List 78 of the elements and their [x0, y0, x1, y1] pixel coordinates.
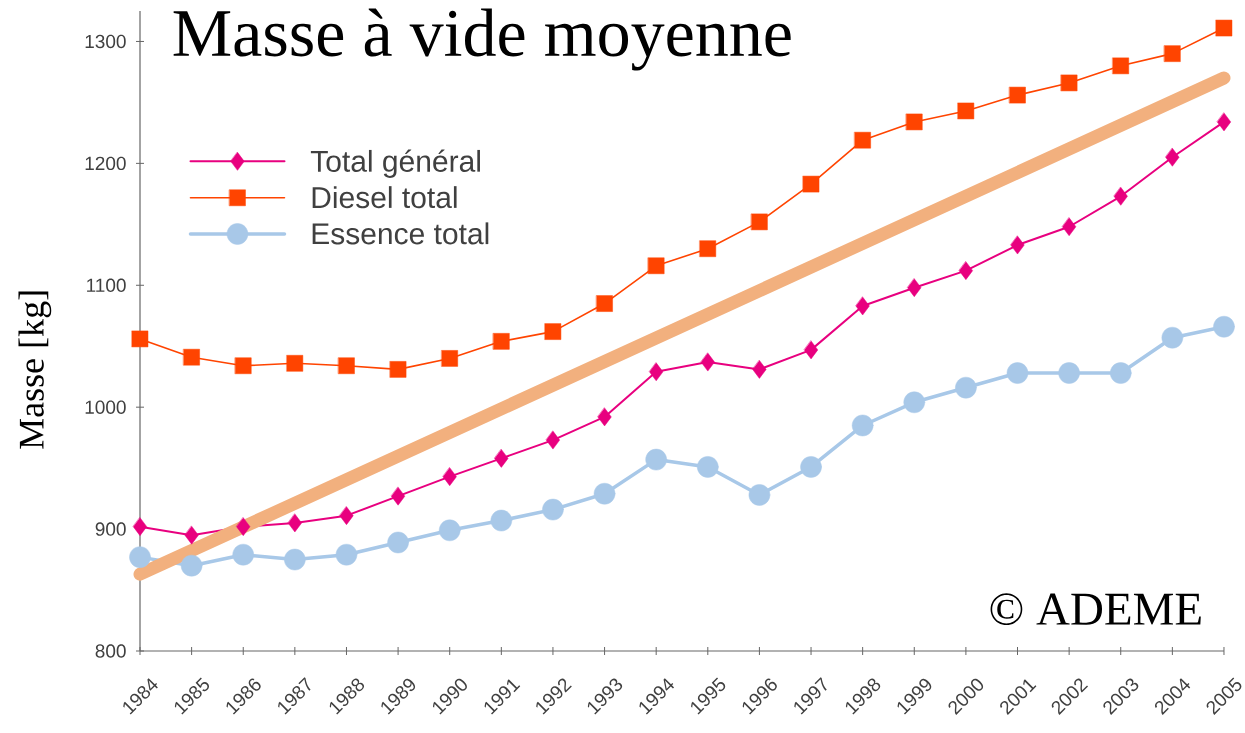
point — [129, 546, 151, 568]
point — [236, 517, 251, 536]
point — [1009, 86, 1026, 104]
point — [752, 360, 767, 379]
y-tick-label: 1300 — [85, 34, 126, 49]
point — [751, 213, 768, 231]
legend-label: Essence total — [312, 222, 489, 245]
point — [649, 362, 664, 382]
point — [542, 498, 564, 521]
point — [286, 355, 304, 372]
point — [490, 509, 513, 532]
point — [338, 357, 355, 374]
point — [545, 430, 560, 450]
point — [748, 484, 771, 506]
point — [699, 240, 717, 257]
point — [955, 376, 977, 399]
point — [184, 525, 199, 545]
point — [1161, 326, 1184, 349]
point — [1062, 217, 1077, 237]
point — [335, 543, 358, 566]
point — [180, 554, 203, 577]
point — [1215, 19, 1233, 37]
point — [907, 278, 922, 297]
point — [802, 175, 820, 193]
point — [232, 543, 254, 566]
point — [284, 548, 306, 571]
point — [339, 506, 354, 525]
y-tick-label: 1200 — [85, 156, 126, 171]
annotation: © ADEME — [990, 593, 1201, 626]
legend-label: Total général — [310, 149, 480, 178]
y-tick-label: 900 — [95, 522, 126, 536]
point — [851, 414, 874, 437]
point — [1010, 235, 1025, 255]
chart-title: Masse à vide moyenne — [173, 8, 791, 71]
point — [234, 357, 252, 374]
legend-label: Diesel total — [312, 186, 457, 209]
point — [389, 361, 407, 378]
point — [855, 296, 870, 316]
y-tick-label: 1000 — [85, 400, 126, 414]
point — [596, 295, 613, 312]
point — [1216, 112, 1231, 132]
point — [697, 456, 719, 478]
point — [1060, 74, 1078, 92]
point — [494, 449, 509, 468]
point — [593, 482, 616, 505]
point — [800, 456, 822, 478]
point — [493, 333, 510, 350]
point — [906, 113, 923, 131]
point — [903, 391, 926, 414]
point — [133, 517, 147, 536]
point — [647, 257, 665, 275]
point — [442, 467, 457, 486]
point — [1058, 362, 1080, 384]
point — [391, 486, 406, 506]
point — [645, 448, 667, 471]
point — [957, 102, 975, 120]
point — [131, 330, 149, 348]
y-axis-title: Masse [kg] — [18, 291, 52, 449]
point — [804, 340, 819, 360]
point — [1109, 362, 1132, 384]
point — [1113, 187, 1128, 206]
point — [183, 348, 200, 366]
point — [1112, 57, 1129, 75]
point — [597, 407, 612, 427]
point — [387, 531, 409, 554]
point — [1006, 362, 1029, 384]
point — [544, 323, 562, 340]
point — [438, 519, 461, 542]
point — [854, 131, 871, 149]
point — [287, 513, 302, 533]
y-tick-label: 800 — [95, 644, 126, 658]
point — [958, 261, 973, 280]
point — [700, 352, 715, 372]
point — [1164, 45, 1181, 62]
y-tick-label: 1100 — [87, 278, 126, 293]
point — [1165, 148, 1180, 167]
point — [441, 350, 458, 367]
point — [1213, 315, 1235, 338]
